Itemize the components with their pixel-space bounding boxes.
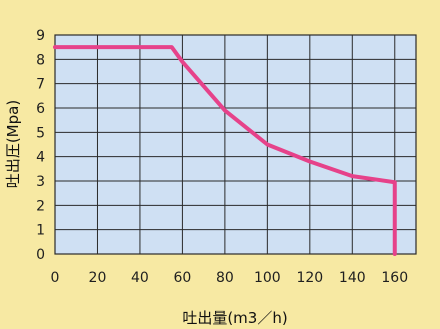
x-tick-label: 80 — [216, 270, 234, 286]
x-tick-label: 100 — [254, 270, 281, 286]
x-tick-label: 40 — [131, 270, 149, 286]
y-tick-label: 9 — [36, 28, 45, 44]
series-layer — [53, 45, 397, 256]
y-axis-label: 吐出圧(Mpa) — [4, 100, 22, 188]
x-tick-label: 160 — [381, 270, 408, 286]
y-tick-label: 6 — [36, 101, 45, 117]
series-line — [53, 45, 397, 256]
y-tick-label: 8 — [36, 52, 45, 68]
plot-area-background — [54, 34, 417, 255]
x-tick-label: 20 — [89, 270, 107, 286]
y-tick-label: 1 — [36, 223, 45, 239]
x-axis-label: 吐出量(m3／h) — [182, 309, 287, 327]
y-tick-label: 7 — [36, 77, 45, 93]
x-tick-label: 140 — [339, 270, 366, 286]
y-tick-label: 3 — [36, 174, 45, 190]
x-tick-label: 120 — [296, 270, 323, 286]
y-tick-label: 2 — [36, 198, 45, 214]
grid-lines — [54, 34, 417, 255]
x-tick-label: 60 — [173, 270, 191, 286]
y-tick-label: 0 — [36, 247, 45, 263]
tick-labels: 0 20 40 60 80 100 120 140 160 0 1 2 3 4 5 6 7 8 9 — [36, 28, 408, 286]
x-tick-label: 0 — [51, 270, 60, 286]
y-tick-label: 4 — [36, 150, 45, 166]
y-tick-label: 5 — [36, 125, 45, 141]
